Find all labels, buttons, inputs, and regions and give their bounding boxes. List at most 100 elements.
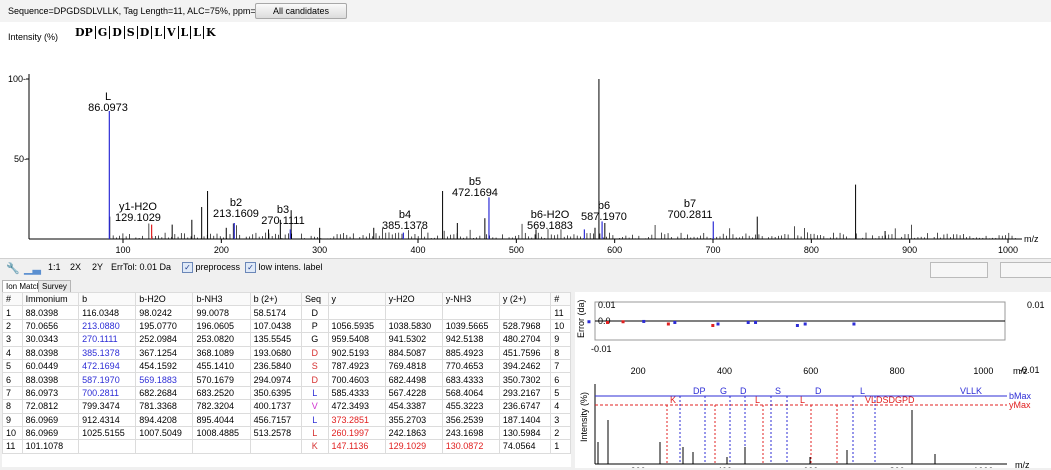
table-row[interactable]: 4 88.0398 385.1378 367.1254 368.1089 193.0680… [2,345,571,360]
table-cell: 528.7968 [498,318,552,334]
zoom-1-1-button[interactable]: 1:1 [48,262,61,272]
table-header-cell[interactable]: y-NH3 [441,291,500,307]
error-point [621,320,625,324]
sequence-residue: D [109,26,124,39]
table-cell: 355.2703 [384,412,443,427]
table-header-cell[interactable]: y-H2O [384,291,443,307]
peak-ion-label: b2 [230,197,242,209]
table-cell: 472.1694 [78,358,137,374]
sequence-residue: G [94,26,109,39]
b-ladder-residue: D [740,386,747,396]
checkmark-icon: ✓ [182,262,193,274]
x-tick-label: 300 [312,245,327,255]
table-cell: 350.6395 [249,385,302,401]
x-tick-label: 700 [705,245,720,255]
table-cell: 568.4064 [441,385,500,401]
x-tick-label: 1000 [998,245,1018,255]
table-row[interactable]: 10 86.0969 1025.5155 1007.5049 1008.4885 513.… [2,425,571,441]
table-header-cell[interactable]: b-NH3 [192,291,251,307]
sequence-ladder: DP G D S D L V L L K [73,26,218,39]
wrench-icon[interactable]: 🔧 [6,263,20,275]
error-x-tick-label: 600 [803,366,818,376]
table-row[interactable]: 8 72.0812 799.3474 781.3368 782.3204 400.1737… [2,399,571,414]
table-cell: 193.0680 [249,345,302,360]
table-cell: 782.3204 [192,399,251,414]
zoom-2y-button[interactable]: 2Y [92,262,104,272]
table-row[interactable]: 5 60.0449 472.1694 454.1592 455.1410 236.5840… [2,358,571,374]
tab-survey[interactable]: Survey [38,280,71,293]
x-tick-label: 400 [410,245,425,255]
y-ladder-residue: K [670,395,676,405]
table-row[interactable]: 6 88.0398 587.1970 569.1883 570.1679 294.0974… [2,372,571,387]
table-cell: 356.2539 [441,412,500,427]
table-header-cell[interactable]: # [550,291,571,307]
table-cell: 58.5174 [249,305,302,320]
table-cell: 683.4333 [441,372,500,387]
sequence-residue: L [151,26,164,39]
table-header-cell[interactable]: Immonium [21,291,80,307]
table-cell: 74.0564 [498,439,552,454]
table-cell: 456.7157 [249,412,302,427]
error-right-tick-label: 0.01 [1027,300,1045,310]
table-header-cell[interactable]: Seq [300,291,329,307]
table-cell: V [300,399,329,414]
spectrum-panel[interactable]: 100- 50- 100 200 300 400 500 600 700 800 900 1000 m/… [0,22,1051,258]
ion-table: # Immonium b b-H2O b-NH3 b (2+) Seq y y-H2O y-NH3… [2,291,571,454]
table-row[interactable]: 11 101.1078 K 147.1136 129.1029 130.0872 74.05… [2,439,571,454]
table-cell: 7 [550,358,571,374]
table-cell: 570.1679 [192,372,251,387]
peak-ion-label: b6-H2O [531,209,570,221]
sequence-residue: K [203,26,218,39]
table-cell: 770.4653 [441,358,500,374]
table-header-cell[interactable]: b (2+) [249,291,302,307]
peak-mz-label: 587.1970 [581,211,627,223]
table-cell: 4 [550,399,571,414]
table-header-cell[interactable]: b-H2O [135,291,194,307]
error-point [803,322,807,326]
y-ladder-residue: L [800,395,805,405]
table-cell: 72.0812 [21,399,80,414]
table-cell: 350.7302 [498,372,552,387]
preprocess-checkbox[interactable]: ✓ preprocess [182,262,240,274]
toolbar-field-2[interactable] [1000,262,1051,278]
header-bar: Sequence=DPGDSDLVLLK, Tag Length=11, ALC… [0,0,1051,22]
table-row[interactable]: 2 70.0656 213.0880 195.0770 196.0605 107.0438… [2,318,571,334]
table-row[interactable]: 3 30.0343 270.1111 252.0984 253.0820 135.5545… [2,332,571,347]
table-row[interactable]: 7 86.0973 700.2811 682.2684 683.2520 350.6395… [2,385,571,401]
all-candidates-button[interactable]: All candidates [255,3,347,19]
x-tick-label: 500 [509,245,524,255]
error-tick-label: 0.0 [598,316,611,326]
table-cell: 129.1029 [384,439,443,454]
table-cell: 480.2704 [498,332,552,347]
table-cell: 682.2684 [135,385,194,401]
table-cell: 585.4333 [327,385,386,401]
table-cell: 5 [2,358,23,374]
errtol-label: ErrTol: 0.01 Da [111,262,172,272]
low-intens-checkbox[interactable]: ✓ low intens. label [245,262,323,274]
error-tick-label: -0.01 [591,344,612,354]
toolbar-field-1[interactable] [930,262,988,278]
zoom-2x-button[interactable]: 2X [70,262,82,272]
table-header-cell[interactable]: b [78,291,137,307]
peak-ion-label: b7 [684,198,696,210]
spectrum-plot[interactable]: 100- 50- 100 200 300 400 500 600 700 800 900 1000 m/… [0,22,1051,258]
table-cell: 236.5840 [249,358,302,374]
error-point [852,322,856,326]
table-cell: 86.0969 [21,412,80,427]
table-cell: 2 [550,425,571,441]
table-cell: 781.3368 [135,399,194,414]
error-point [795,324,799,327]
y-max-label: yMax [1009,400,1031,410]
table-header-cell[interactable]: y (2+) [498,291,552,307]
table-cell: 9 [550,332,571,347]
table-header-cell[interactable]: # [2,291,23,307]
table-row[interactable]: 9 86.0969 912.4314 894.4208 895.4044 456.7157… [2,412,571,427]
y-tick-label: 100- [8,74,26,84]
peaks-icon[interactable]: ▁▃ [24,263,41,275]
table-row[interactable]: 1 88.0398 116.0348 98.0242 99.0078 58.5174 D 11 [2,305,571,320]
table-header-cell[interactable]: y [327,291,386,307]
b-ladder-residue: G [720,386,727,396]
b-ladder-residue: L [860,386,865,396]
table-cell: 9 [2,412,23,427]
table-cell: 895.4044 [192,412,251,427]
